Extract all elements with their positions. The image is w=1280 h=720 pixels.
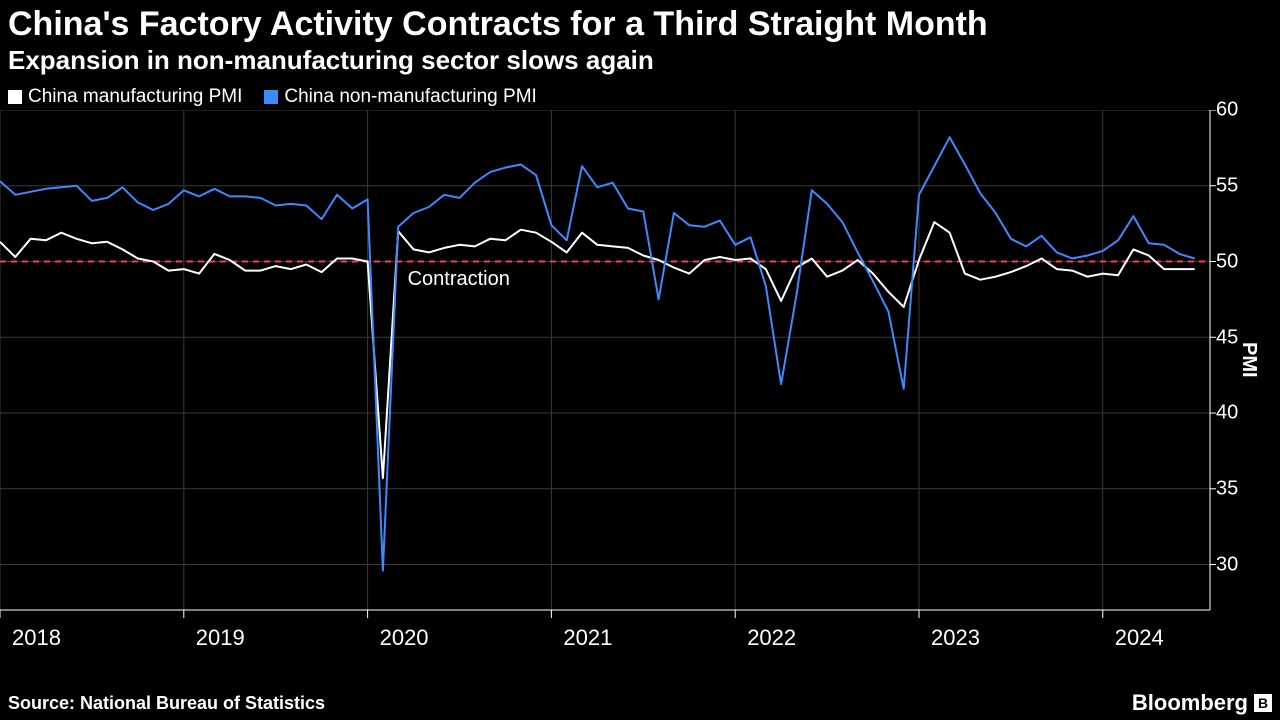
x-tick-label: 2020: [380, 625, 429, 651]
y-tick-label: 30: [1216, 553, 1238, 576]
x-tick-label: 2024: [1115, 625, 1164, 651]
y-tick-label: 55: [1216, 175, 1238, 198]
y-tick-label: 40: [1216, 402, 1238, 425]
chart-title: China's Factory Activity Contracts for a…: [0, 0, 1280, 43]
line-chart-svg: [0, 110, 1280, 620]
x-tick-label: 2021: [563, 625, 612, 651]
brand-text: Bloomberg: [1132, 690, 1248, 716]
legend: China manufacturing PMI China non-manufa…: [0, 82, 1280, 110]
y-tick-label: 35: [1216, 478, 1238, 501]
y-axis-label: PMI: [1237, 342, 1260, 378]
legend-swatch-icon: [264, 90, 278, 104]
legend-item-nonmanufacturing: China non-manufacturing PMI: [264, 86, 536, 108]
x-tick-label: 2023: [931, 625, 980, 651]
legend-item-manufacturing: China manufacturing PMI: [8, 86, 242, 108]
legend-label: China manufacturing PMI: [28, 86, 242, 108]
chart-footer: Source: National Bureau of Statistics Bl…: [0, 688, 1280, 720]
x-tick-label: 2018: [12, 625, 61, 651]
legend-swatch-icon: [8, 90, 22, 104]
x-tick-label: 2022: [747, 625, 796, 651]
y-tick-label: 60: [1216, 99, 1238, 122]
chart-subtitle: Expansion in non-manufacturing sector sl…: [0, 43, 1280, 82]
x-tick-label: 2019: [196, 625, 245, 651]
threshold-label: Contraction: [408, 268, 510, 291]
brand-mark-icon: B: [1254, 694, 1272, 712]
y-tick-label: 45: [1216, 326, 1238, 349]
brand: Bloomberg B: [1132, 690, 1272, 716]
chart-area: 30354045505560 2018201920202021202220232…: [0, 110, 1280, 670]
y-tick-label: 50: [1216, 250, 1238, 273]
legend-label: China non-manufacturing PMI: [284, 86, 536, 108]
source-text: Source: National Bureau of Statistics: [8, 693, 325, 714]
x-axis-ticks: 2018 2019 2020 2021 2022 2023 2024: [0, 617, 1210, 657]
